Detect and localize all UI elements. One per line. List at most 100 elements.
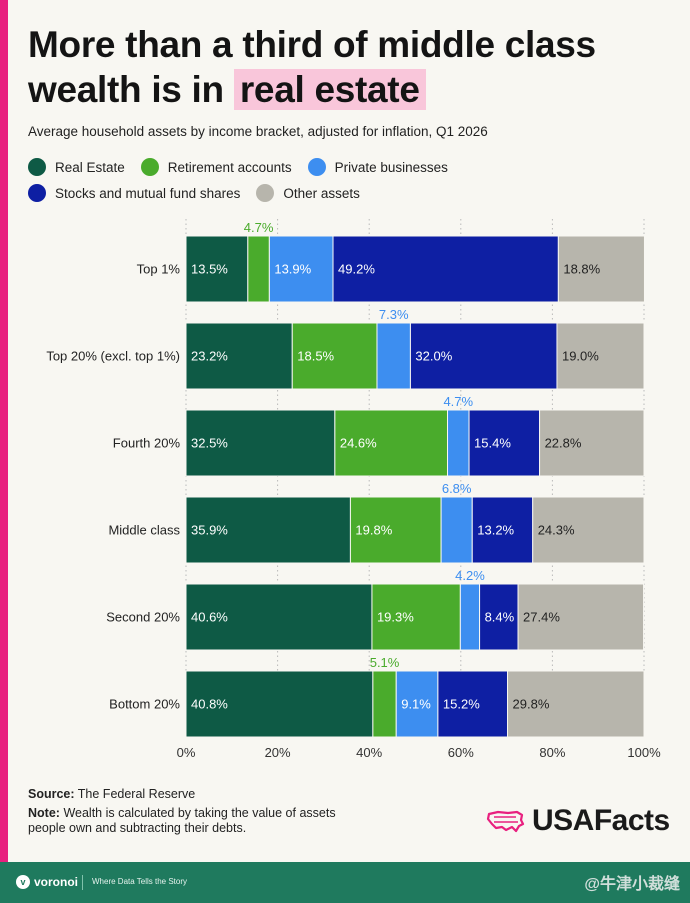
data-label: 27.4%: [523, 610, 560, 625]
data-label: 23.2%: [191, 349, 228, 364]
stacked-bar-chart: 0% 20% 40% 60% 80% 100% Top 1% 13.5% 4.7% 13.9% 49…: [46, 219, 661, 760]
bar-segment: [247, 235, 270, 303]
bar-segment: [556, 322, 645, 390]
note-text: Wealth is calculated by taking the value…: [28, 806, 336, 835]
voronoi-icon: v: [16, 875, 30, 889]
bar-segment: [447, 409, 470, 477]
x-tick-label: 40%: [356, 745, 382, 760]
bar-segment: [332, 235, 559, 303]
legend-swatch: [256, 184, 275, 202]
bar-segment: [459, 583, 481, 651]
data-label: 22.8%: [545, 436, 582, 451]
bar-segment: [372, 670, 397, 738]
data-label: 18.5%: [297, 349, 334, 364]
bar-segment: [268, 235, 334, 303]
x-tick-label: 20%: [265, 745, 291, 760]
data-label: 35.9%: [191, 523, 228, 538]
voronoi-name: voronoi: [34, 875, 78, 889]
data-label: 32.5%: [191, 436, 228, 451]
data-label: 6.8%: [442, 481, 472, 496]
footer-bar: v voronoi Where Data Tells the Story: [0, 862, 690, 903]
bar-segment: [517, 583, 645, 651]
bar-segment: [185, 235, 249, 303]
category-label: Top 20% (excl. top 1%): [46, 349, 180, 364]
data-label: 19.0%: [562, 349, 599, 364]
data-label: 29.8%: [513, 697, 550, 712]
footer-tagline: Where Data Tells the Story: [92, 877, 188, 886]
x-tick-label: 80%: [539, 745, 565, 760]
category-label: Second 20%: [106, 610, 180, 625]
category-label: Fourth 20%: [113, 436, 181, 451]
usa-map-icon: [486, 810, 525, 833]
data-label: 7.3%: [379, 307, 409, 322]
legend-label: Retirement accounts: [167, 159, 292, 175]
data-label: 32.0%: [415, 349, 452, 364]
footer-divider: [82, 875, 83, 890]
legend: Real Estate Retirement accounts Private …: [28, 154, 668, 206]
bar-segment: [185, 322, 293, 390]
legend-row: Real Estate Retirement accounts Private …: [28, 154, 668, 180]
source-line: Source: The Federal Reserve: [28, 787, 195, 801]
bar-segment: [185, 670, 374, 738]
page-title: More than a third of middle class wealth…: [28, 22, 668, 112]
x-tick-label: 0%: [177, 745, 196, 760]
bar-segment: [440, 496, 473, 564]
chart-subtitle: Average household assets by income brack…: [28, 124, 488, 139]
brand-name: USAFacts: [532, 804, 670, 837]
legend-row: Stocks and mutual fund shares Other asse…: [28, 180, 668, 206]
data-label: 24.6%: [340, 436, 377, 451]
legend-label: Real Estate: [55, 159, 125, 175]
data-label: 8.4%: [485, 610, 515, 625]
bar-segment: [334, 409, 449, 477]
category-label: Middle class: [108, 523, 180, 538]
data-label: 13.5%: [191, 262, 228, 277]
data-label: 40.8%: [191, 697, 228, 712]
legend-swatch: [307, 158, 326, 176]
data-label: 19.8%: [355, 523, 392, 538]
x-tick-label: 100%: [627, 745, 661, 760]
data-label: 13.9%: [274, 262, 311, 277]
legend-item-stocks: Stocks and mutual fund shares: [28, 184, 240, 202]
x-tick-label: 60%: [448, 745, 474, 760]
category-label: Bottom 20%: [109, 697, 180, 712]
category-label: Top 1%: [137, 262, 181, 277]
legend-swatch: [28, 184, 46, 202]
accent-strip: [0, 0, 8, 862]
watermark: @牛津小裁缝: [584, 876, 680, 893]
data-label: 49.2%: [338, 262, 375, 277]
data-label: 24.3%: [538, 523, 575, 538]
legend-label: Private businesses: [334, 159, 448, 175]
data-label: 5.1%: [370, 655, 400, 670]
data-label: 15.2%: [443, 697, 480, 712]
usafacts-brand: USAFacts: [486, 804, 670, 838]
note-line: Note: Wealth is calculated by taking the…: [28, 806, 358, 836]
legend-item-retirement: Retirement accounts: [140, 158, 292, 176]
voronoi-logo[interactable]: v voronoi: [16, 875, 78, 889]
data-label: 4.7%: [244, 220, 274, 235]
bar-segment: [376, 322, 411, 390]
bar-segment: [185, 496, 351, 564]
bar-segment: [185, 583, 373, 651]
data-label: 19.3%: [377, 610, 414, 625]
data-label: 9.1%: [401, 697, 431, 712]
bar-segment: [468, 409, 541, 477]
legend-item-private-businesses: Private businesses: [307, 158, 448, 176]
note-label: Note:: [28, 806, 60, 820]
data-label: 13.2%: [477, 523, 514, 538]
legend-label: Stocks and mutual fund shares: [55, 185, 241, 201]
data-label: 18.8%: [563, 262, 600, 277]
legend-label: Other assets: [283, 185, 360, 201]
title-highlight: real estate: [233, 69, 426, 110]
bar-segment: [185, 409, 336, 477]
legend-item-real-estate: Real Estate: [28, 158, 125, 176]
bar-segment: [371, 583, 461, 651]
bar-segment: [507, 670, 645, 738]
data-label: 4.2%: [455, 568, 485, 583]
source-text: The Federal Reserve: [77, 787, 196, 801]
bar-segment: [479, 583, 519, 651]
title-main: More than a third of middle class wealth…: [28, 24, 596, 110]
bar-segment: [437, 670, 509, 738]
legend-item-other-assets: Other assets: [256, 184, 360, 202]
bar-segment: [539, 409, 645, 477]
bar-segment: [557, 235, 645, 303]
